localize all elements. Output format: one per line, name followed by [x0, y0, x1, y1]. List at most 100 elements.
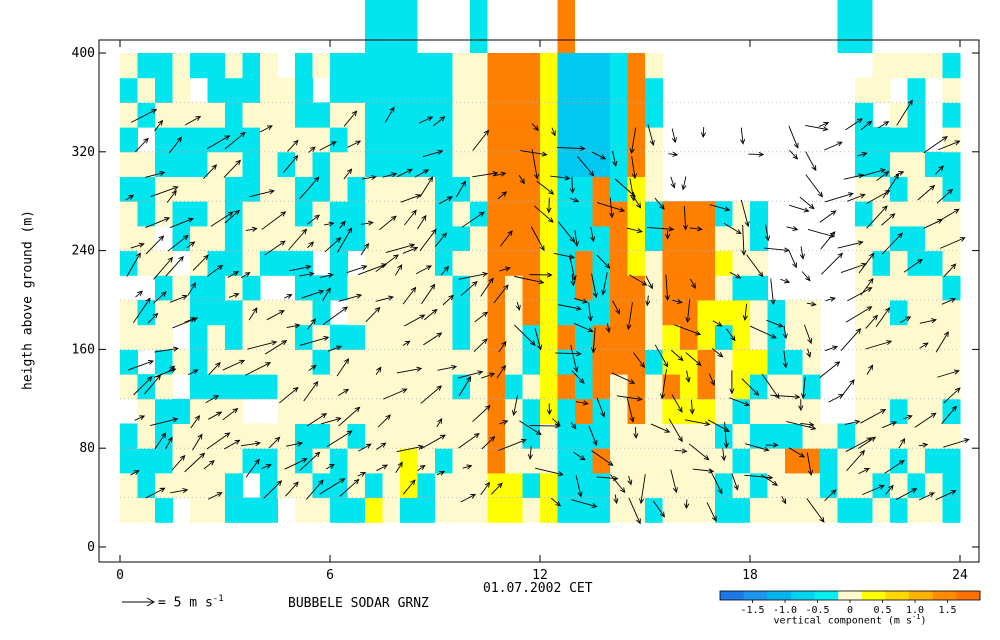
wind-arrow-shaft: [551, 127, 556, 136]
wind-arrow: [376, 464, 389, 472]
data-cell: [172, 423, 191, 449]
wind-arrow-head: [861, 152, 868, 157]
wind-arrow-head: [907, 99, 913, 106]
wind-arrow: [529, 272, 553, 278]
data-cell: [470, 300, 488, 326]
wind-arrow-shaft: [147, 313, 158, 324]
data-cell: [137, 398, 156, 424]
data-cell: [172, 472, 191, 499]
data-cell: [890, 472, 908, 499]
wind-arrow-head: [671, 137, 677, 144]
data-cell: [347, 300, 366, 326]
data-cell: [697, 250, 716, 276]
data-cell: [347, 201, 366, 227]
wind-arrow-head: [440, 434, 446, 440]
wind-arrow-head: [591, 347, 597, 354]
data-cell: [680, 250, 698, 276]
data-cell: [242, 225, 261, 252]
wind-arrow-head: [251, 226, 258, 232]
data-cell: [645, 102, 663, 128]
data-cell: [312, 225, 331, 252]
wind-arrow-shaft: [708, 373, 715, 386]
wind-arrow-shaft: [631, 156, 636, 179]
wind-arrow-shaft: [288, 229, 307, 251]
data-cell: [802, 349, 821, 375]
wind-arrow: [397, 168, 413, 178]
wind-arrow-head: [770, 333, 777, 339]
wind-arrow-head: [579, 145, 586, 152]
data-cell: [732, 374, 751, 400]
data-cell: [610, 250, 628, 276]
data-cell: [260, 250, 278, 276]
data-cell: [767, 374, 786, 400]
data-cell: [400, 497, 418, 523]
data-cell: [400, 324, 418, 350]
data-cell: [890, 176, 908, 202]
wind-arrow: [357, 472, 367, 477]
wind-arrow-shaft: [939, 237, 965, 249]
wind-arrow: [346, 265, 368, 274]
wind-arrow-head: [397, 264, 403, 270]
wind-arrow: [481, 436, 496, 450]
wind-arrow-shaft: [729, 397, 750, 406]
wind-arrow-head: [412, 246, 419, 252]
data-cell: [767, 398, 786, 424]
wind-arrow: [145, 217, 171, 228]
wind-arrow: [420, 434, 446, 450]
wind-arrow: [841, 379, 855, 397]
wind-arrow-shaft: [385, 244, 415, 254]
wind-arrow-shaft: [383, 388, 407, 400]
wind-arrow-head: [397, 461, 403, 468]
wind-arrow-shaft: [895, 488, 917, 500]
data-cell: [417, 472, 436, 499]
data-cell: [767, 423, 786, 449]
wind-arrow: [824, 192, 854, 203]
data-cell: [820, 448, 838, 474]
data-cell: [627, 151, 646, 177]
data-cell: [400, 349, 418, 375]
data-cell: [872, 176, 891, 202]
wind-arrow-head: [740, 138, 746, 145]
wind-arrow-head: [854, 419, 861, 425]
wind-arrow: [571, 370, 585, 384]
data-cell: [925, 250, 943, 276]
wind-arrow-shaft: [154, 347, 179, 353]
data-cell: [697, 398, 716, 424]
wind-arrow-shaft: [941, 298, 956, 305]
wind-arrow-head: [404, 340, 411, 346]
wind-arrow-head: [579, 378, 585, 384]
wind-arrow-head: [254, 441, 261, 447]
wind-arrow-shaft: [783, 325, 787, 339]
data-cell: [575, 127, 593, 153]
wind-arrow: [938, 140, 961, 151]
data-cell: [295, 225, 313, 252]
wind-arrow-shaft: [307, 241, 314, 249]
wind-arrow-head: [488, 277, 494, 284]
data-cell: [260, 151, 278, 177]
wind-arrow-shaft: [690, 278, 696, 289]
wind-arrow: [207, 264, 224, 277]
data-cell: [452, 53, 471, 79]
wind-arrow-shaft: [437, 366, 457, 371]
wind-arrow: [670, 176, 676, 189]
wind-arrow-head: [411, 209, 417, 216]
data-cell: [207, 275, 226, 301]
wind-arrow-head: [928, 492, 935, 498]
data-cell: [662, 472, 681, 499]
data-cell: [190, 53, 208, 79]
data-cell: [382, 374, 401, 400]
data-cell: [242, 300, 261, 326]
wind-arrow-shaft: [840, 263, 867, 274]
wind-arrow-head: [832, 345, 839, 351]
wind-arrow-shaft: [711, 348, 723, 358]
wind-arrow: [898, 437, 906, 449]
data-cell: [627, 349, 646, 375]
wind-arrow-shaft: [627, 302, 633, 330]
wind-arrow-head: [313, 176, 320, 183]
data-cell: [260, 300, 278, 326]
data-cell: [242, 102, 261, 128]
wind-arrow-shaft: [536, 180, 554, 195]
data-cell: [820, 423, 838, 449]
wind-arrow-head: [380, 442, 387, 448]
wind-arrow-shaft: [661, 369, 667, 399]
